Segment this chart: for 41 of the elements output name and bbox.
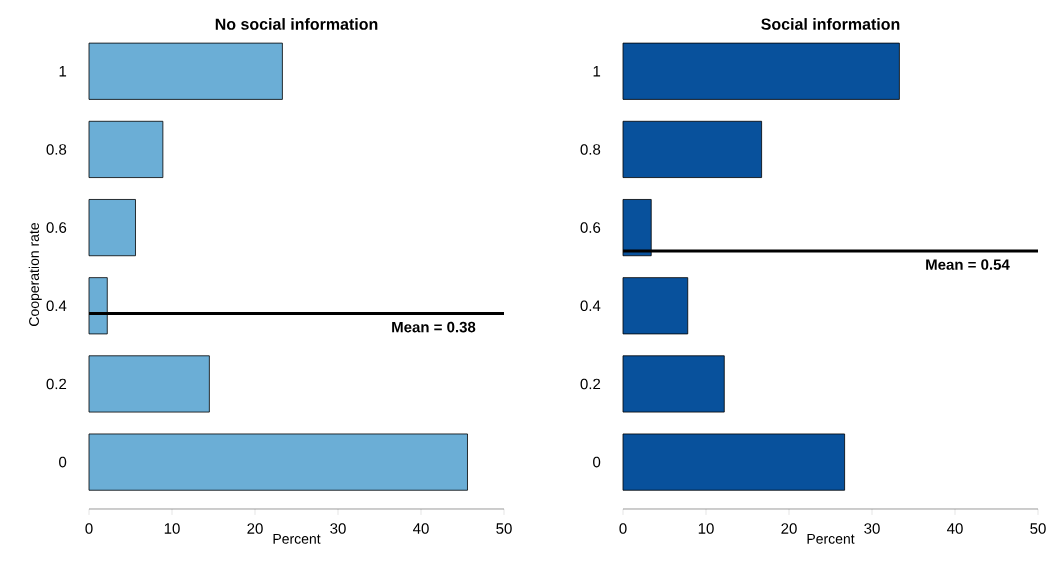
- x-tick-label: 0: [85, 523, 93, 534]
- y-tick-label: 0.4: [46, 300, 67, 312]
- bar: [622, 277, 689, 335]
- x-tick-label: 20: [247, 523, 263, 534]
- x-tick-label: 10: [164, 523, 180, 534]
- chart-title: No social information: [215, 18, 378, 30]
- y-tick-label: 0.8: [580, 144, 601, 155]
- bar: [88, 355, 210, 413]
- y-tick-label: 0.6: [580, 222, 601, 233]
- x-axis-title: Percent: [273, 534, 321, 544]
- y-tick-label: 0.2: [46, 378, 67, 390]
- y-tick-label: 1: [593, 66, 601, 77]
- bar: [88, 199, 136, 257]
- x-tick-label: 30: [864, 523, 880, 534]
- x-tick-label: 10: [698, 523, 714, 534]
- y-tick-label: 0: [59, 456, 67, 468]
- bar: [622, 355, 725, 413]
- y-tick-label: 0.2: [580, 378, 601, 390]
- ref-line-label: Mean = 0.54: [926, 259, 1010, 270]
- bar: [622, 433, 846, 491]
- chart-title: Social information: [761, 18, 900, 30]
- x-axis-title: Percent: [807, 534, 855, 544]
- x-tick-label: 30: [330, 523, 346, 534]
- y-tick-label: 0.6: [46, 222, 67, 233]
- bar: [88, 120, 164, 178]
- x-tick-label: 50: [1030, 523, 1046, 534]
- y-tick-label: 0.8: [46, 144, 67, 155]
- x-tick-label: 0: [619, 523, 627, 534]
- bar: [88, 42, 283, 100]
- ref-line-label: Mean = 0.38: [392, 321, 476, 333]
- bar: [88, 433, 468, 491]
- x-tick-label: 40: [947, 523, 963, 534]
- y-tick-label: 0.4: [580, 300, 601, 312]
- x-tick-label: 20: [781, 523, 797, 534]
- bar: [622, 42, 900, 100]
- x-tick-label: 40: [413, 523, 429, 534]
- bar: [622, 120, 763, 178]
- y-tick-label: 0: [593, 456, 601, 468]
- y-axis-title: Cooperation rate: [28, 223, 42, 326]
- y-tick-label: 1: [59, 66, 67, 77]
- x-tick-label: 50: [496, 523, 512, 534]
